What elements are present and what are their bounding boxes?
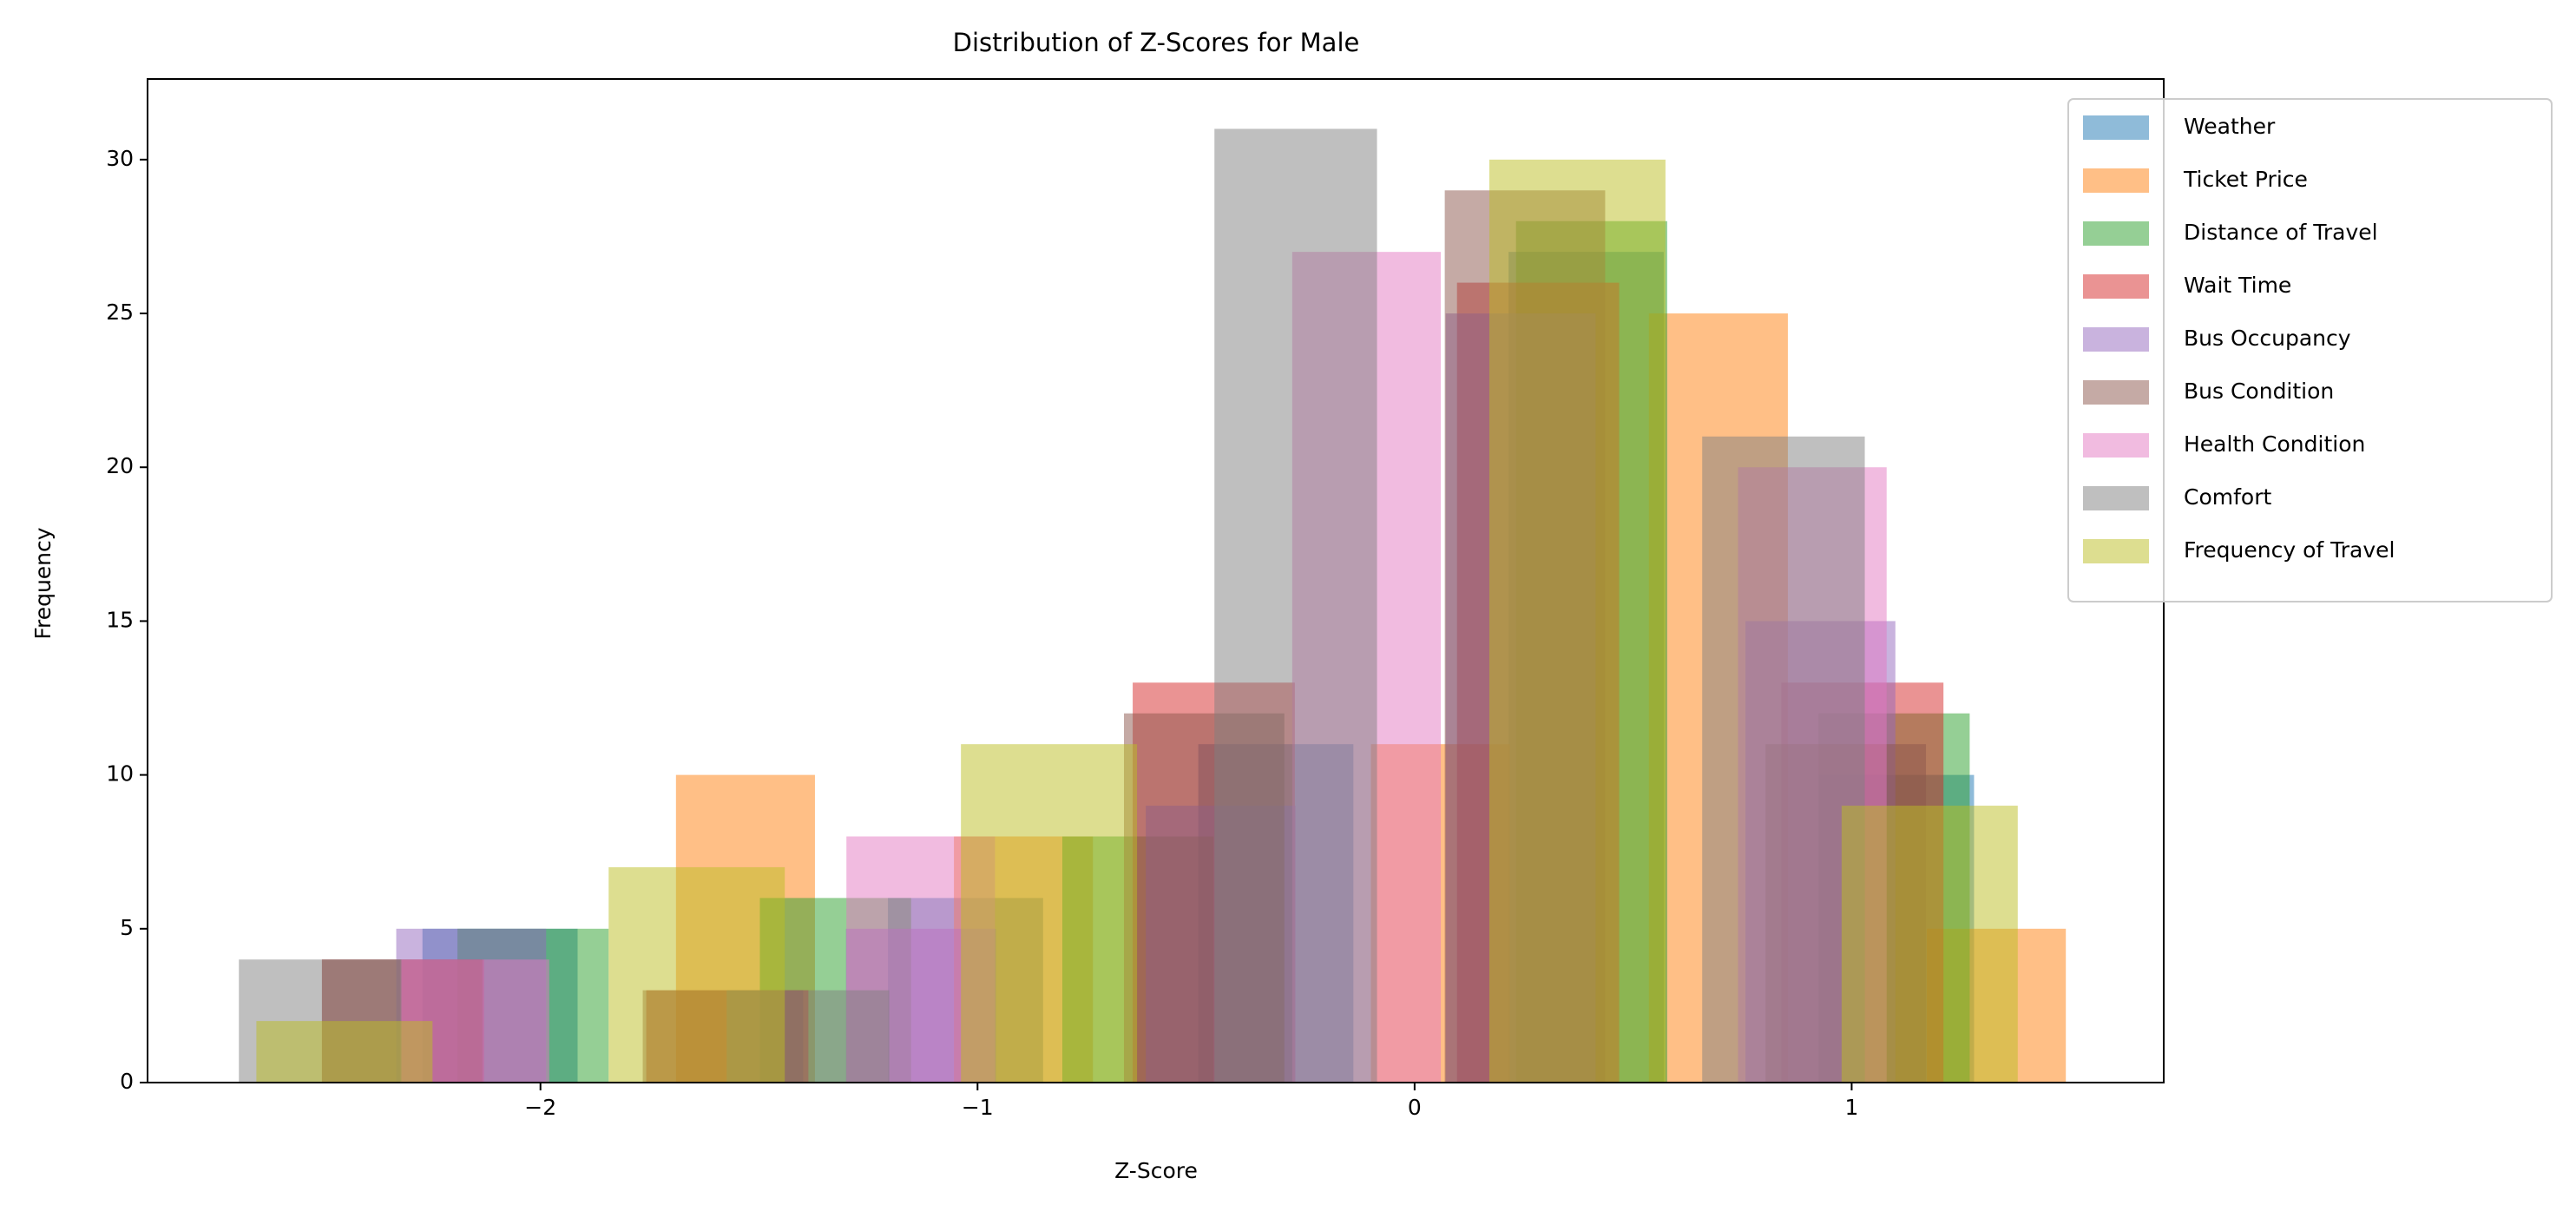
- legend-swatch: [2083, 433, 2149, 458]
- histogram-bar: [1214, 128, 1377, 1083]
- y-tick-label: 15: [106, 607, 134, 632]
- legend-swatch: [2083, 327, 2149, 352]
- y-tick-label: 30: [106, 146, 134, 171]
- x-tick-label: −2: [524, 1095, 556, 1120]
- histogram-bar: [961, 744, 1138, 1083]
- legend-label: Distance of Travel: [2184, 220, 2378, 245]
- y-tick-label: 5: [120, 915, 134, 940]
- legend-swatch: [2083, 380, 2149, 405]
- histogram-bar: [608, 866, 785, 1083]
- y-tick-label: 0: [120, 1069, 134, 1094]
- legend-swatch: [2083, 539, 2149, 563]
- histogram-bar: [1488, 159, 1666, 1083]
- legend-label: Bus Occupancy: [2184, 326, 2351, 351]
- legend-box: [2067, 98, 2553, 602]
- legend-label: Frequency of Travel: [2184, 537, 2395, 563]
- legend-label: Wait Time: [2184, 273, 2291, 298]
- legend-swatch: [2083, 221, 2149, 246]
- x-axis-label: Z-Score: [1114, 1158, 1198, 1183]
- chart-title: Distribution of Z-Scores for Male: [953, 28, 1360, 57]
- histogram-bar: [1702, 436, 1865, 1083]
- legend-label: Comfort: [2184, 484, 2271, 510]
- legend-swatch: [2083, 168, 2149, 193]
- legend-label: Weather: [2184, 114, 2276, 139]
- legend-swatch: [2083, 274, 2149, 299]
- y-tick-label: 25: [106, 300, 134, 325]
- histogram-bar: [1841, 806, 2018, 1083]
- x-tick-label: 0: [1408, 1095, 1422, 1120]
- legend-label: Bus Condition: [2184, 379, 2334, 404]
- y-axis-label: Frequency: [30, 527, 56, 639]
- legend-label: Health Condition: [2184, 431, 2365, 457]
- y-tick-label: 20: [106, 453, 134, 478]
- legend-label: Ticket Price: [2183, 167, 2308, 192]
- x-tick-label: 1: [1844, 1095, 1858, 1120]
- histogram-bar: [256, 1021, 433, 1083]
- x-tick-label: −1: [962, 1095, 994, 1120]
- legend-swatch: [2083, 486, 2149, 510]
- y-tick-label: 10: [106, 761, 134, 787]
- legend-swatch: [2083, 115, 2149, 140]
